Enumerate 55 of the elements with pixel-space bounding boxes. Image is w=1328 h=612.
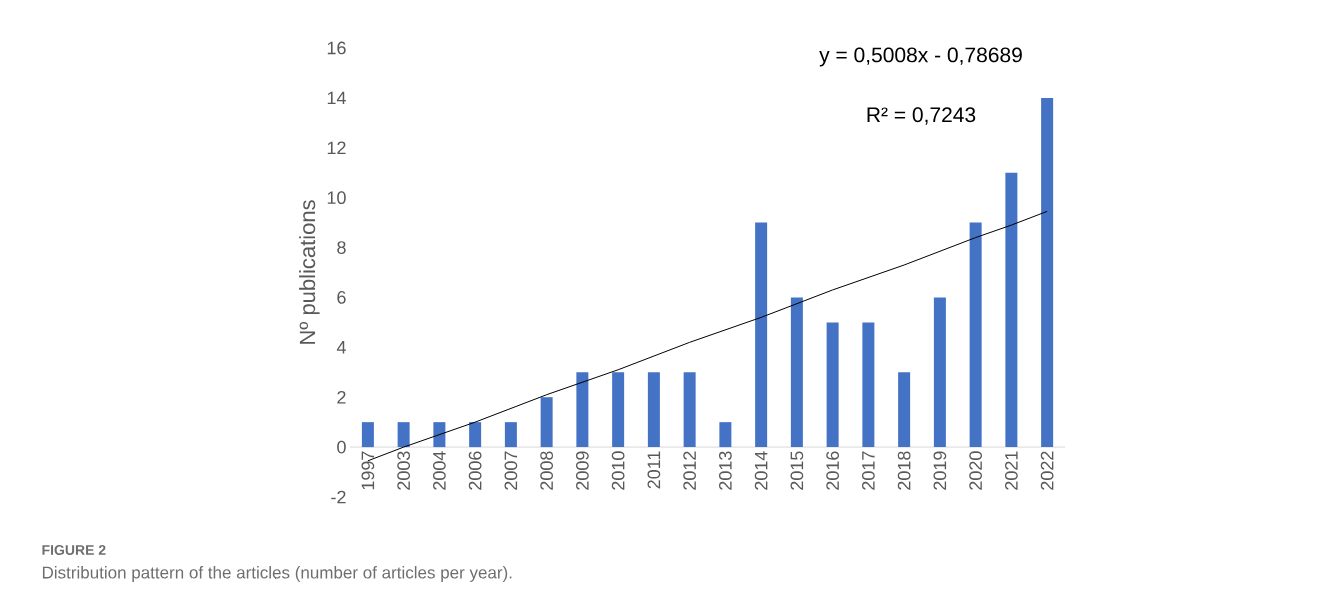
bar — [1005, 172, 1018, 448]
bar — [540, 397, 553, 448]
y-tick-label: 2 — [337, 390, 346, 404]
x-tick-label: 2020 — [969, 451, 982, 490]
bar — [397, 422, 410, 448]
bar — [933, 297, 946, 448]
y-tick-label: 16 — [327, 41, 346, 55]
x-tick-label: 2011 — [647, 451, 661, 489]
bar — [361, 422, 374, 448]
x-tick-label: 2013 — [719, 451, 732, 490]
bar — [469, 422, 482, 448]
y-tick-label: 14 — [327, 91, 346, 105]
x-tick-label: 2008 — [540, 451, 553, 490]
bar — [433, 422, 446, 448]
x-tick-label: 2003 — [397, 451, 410, 490]
x-tick-label: 2007 — [504, 451, 518, 490]
x-tick-label: 2016 — [826, 451, 839, 490]
bar — [1041, 97, 1054, 448]
bar — [969, 222, 982, 448]
x-tick-label: 2019 — [933, 451, 947, 490]
x-tick-label: 2012 — [683, 451, 696, 490]
annotation: R² = 0,7243 — [867, 107, 976, 125]
x-tick-label: 2010 — [611, 451, 625, 490]
text: Distribution pattern of the articles (number of articles per year). — [42, 566, 512, 582]
y-tick-label: 4 — [336, 341, 346, 354]
bar — [647, 372, 660, 448]
y-tick-label: -2 — [331, 490, 346, 504]
y-tick-label: 6 — [337, 291, 346, 304]
x-tick-label: 2017 — [862, 451, 875, 490]
x-tick-label: 2022 — [1040, 451, 1054, 490]
x-tick-label: 2004 — [433, 451, 446, 490]
x-tick-label: 2015 — [790, 451, 804, 490]
x-tick-label: 2018 — [897, 451, 911, 490]
bar — [862, 322, 875, 448]
bar — [755, 222, 768, 448]
bar — [576, 372, 589, 448]
annotation: y = 0,5008x - 0,78689 — [819, 47, 1022, 67]
caption: FIGURE 2 — [42, 545, 106, 555]
bar — [719, 422, 732, 448]
y-tick-label: 0 — [337, 440, 346, 454]
y-tick-label: 8 — [337, 241, 346, 254]
x-tick-label: 2009 — [576, 451, 589, 490]
x-tick-label: 2014 — [754, 451, 768, 490]
bar — [826, 322, 839, 448]
bar — [898, 372, 911, 448]
bar — [790, 297, 803, 448]
bar — [683, 372, 696, 448]
bar — [612, 372, 625, 448]
bar — [504, 422, 517, 448]
y-tick-label: 12 — [327, 141, 346, 155]
x-tick-label: 1997 — [361, 451, 375, 490]
x-tick-label: 2006 — [468, 451, 482, 490]
x-tick-label: 2021 — [1005, 451, 1018, 490]
y-tick-label: 10 — [327, 191, 346, 205]
y-axis-title: Nº publications — [299, 200, 320, 344]
